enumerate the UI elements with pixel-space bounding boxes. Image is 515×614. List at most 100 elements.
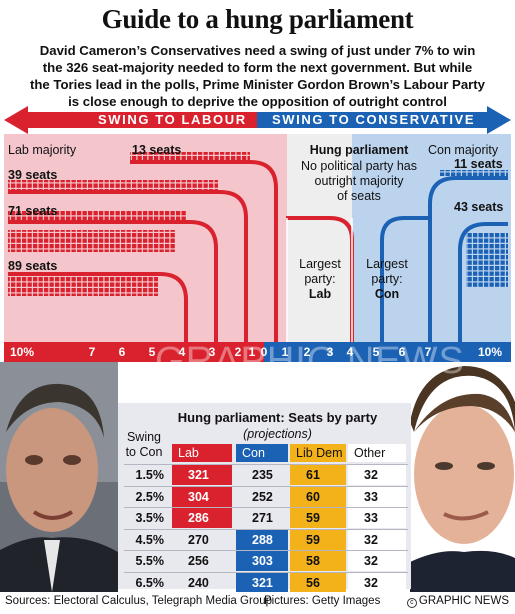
lab-majority-label: Lab majority bbox=[8, 143, 77, 157]
row-divider bbox=[124, 485, 408, 487]
table-cell: 33 bbox=[348, 486, 406, 507]
swing-header-line: Swing bbox=[126, 430, 162, 444]
con-seats-label: 43 seats bbox=[454, 200, 504, 214]
column-header: Lib Dem bbox=[290, 444, 346, 462]
row-divider bbox=[124, 464, 408, 465]
scale-tick: 2 bbox=[303, 345, 311, 359]
column-header: Other bbox=[348, 444, 406, 462]
table-cell: 256 bbox=[188, 554, 209, 568]
table-cell: 288 bbox=[236, 529, 288, 550]
arrow-left-icon bbox=[4, 106, 257, 134]
intro-line: David Cameron’s Conservatives need a swi… bbox=[39, 43, 476, 58]
intro-line: the 326 seat-majority needed to form the… bbox=[42, 60, 473, 75]
scale-tick: 10% bbox=[477, 345, 503, 359]
table-cell: 271 bbox=[252, 511, 273, 525]
swing-arrows: SWING TO LABOUR SWING TO CONSERVATIVE bbox=[0, 106, 515, 134]
largest-line: party: bbox=[304, 272, 336, 286]
lab-seats-label: 39 seats bbox=[8, 168, 58, 182]
scale-tick: 2 bbox=[234, 345, 242, 359]
copyright-icon: c bbox=[406, 598, 417, 608]
table-cell: 56 bbox=[290, 572, 346, 593]
hung-parliament-description: No political party has outright majority… bbox=[288, 159, 430, 204]
table-cell: 286 bbox=[172, 508, 232, 528]
row-swing-label: 6.5% bbox=[135, 575, 165, 590]
table-cell: 270 bbox=[188, 532, 209, 547]
hung-text-line: of seats bbox=[337, 189, 381, 203]
scale-tick: 6 bbox=[398, 345, 406, 359]
con-majority-label: Con majority bbox=[428, 143, 499, 157]
sources-text: Sources: Electoral Calculus, Telegraph M… bbox=[5, 595, 272, 607]
copyright-text: GRAPHIC NEWS bbox=[418, 595, 509, 607]
scale-tick: 7 bbox=[424, 345, 432, 359]
table-cell: 58 bbox=[290, 551, 346, 571]
table-cell: 32 bbox=[348, 465, 406, 485]
hung-text-line: No political party has bbox=[300, 159, 418, 173]
pictures-credit: Pictures: Getty Images bbox=[264, 595, 381, 607]
row-swing-label: 5.5% bbox=[135, 554, 165, 568]
swing-column-header: Swing to Con bbox=[120, 430, 168, 460]
largest-line: Largest bbox=[299, 257, 341, 271]
scale-tick: 3 bbox=[326, 345, 334, 359]
hung-parliament-title: Hung parliament bbox=[309, 143, 409, 157]
intro-text: David Cameron’s Conservatives need a swi… bbox=[6, 42, 509, 110]
page-title: Guide to a hung parliament bbox=[101, 4, 414, 34]
david-cameron-photo bbox=[400, 362, 515, 592]
largest-line: Largest bbox=[366, 257, 408, 271]
row-swing-label: 3.5% bbox=[135, 511, 165, 525]
column-header: Lab bbox=[172, 444, 232, 462]
largest-party-lab: Largest party: Lab bbox=[289, 257, 351, 302]
copyright: c GRAPHIC NEWS bbox=[406, 592, 509, 610]
row-swing-label: 4.5% bbox=[135, 532, 165, 547]
lab-seats-label: 13 seats bbox=[132, 143, 182, 157]
row-divider bbox=[124, 571, 408, 573]
arrow-right-icon bbox=[257, 106, 511, 134]
scale-tick: 3 bbox=[208, 345, 216, 359]
lab-seats-label: 71 seats bbox=[8, 204, 58, 218]
hung-text-line: outright majority bbox=[314, 174, 404, 188]
table-title: Hung parliament: Seats by party bbox=[177, 410, 378, 425]
row-divider bbox=[124, 507, 408, 508]
scale-labour-side bbox=[4, 342, 264, 362]
swing-scale: 10% 7 6 5 4 3 2 1 0 1 2 3 4 5 6 7 10% bbox=[4, 342, 511, 362]
intro-line: is close enough to deprive the oppositio… bbox=[68, 94, 447, 109]
table-cell: 321 bbox=[172, 465, 232, 485]
gordon-brown-photo bbox=[0, 362, 118, 592]
lab-seats-label: 89 seats bbox=[8, 259, 58, 273]
swing-to-labour-label: SWING TO LABOUR bbox=[98, 112, 247, 127]
table-cell: 304 bbox=[172, 486, 232, 507]
scale-tick: 6 bbox=[118, 345, 126, 359]
row-divider bbox=[124, 550, 408, 551]
table-cell: 60 bbox=[290, 486, 346, 507]
table-cell: 59 bbox=[290, 529, 346, 550]
table-cell: 32 bbox=[348, 572, 406, 593]
largest-party-name: Con bbox=[374, 287, 400, 301]
scale-tick: 0 bbox=[260, 345, 268, 359]
table-cell: 321 bbox=[236, 572, 288, 593]
con-seats-label: 11 seats bbox=[454, 157, 503, 171]
table-cell: 32 bbox=[348, 529, 406, 550]
largest-party-name: Lab bbox=[308, 287, 332, 301]
swing-to-conservative-label: SWING TO CONSERVATIVE bbox=[272, 112, 476, 127]
scale-tick: 7 bbox=[88, 345, 96, 359]
scale-tick: 4 bbox=[178, 345, 186, 359]
scale-tick: 10% bbox=[9, 345, 35, 359]
intro-line: the Tories lead in the polls, Prime Mini… bbox=[29, 77, 486, 92]
swing-header-line: to Con bbox=[125, 445, 163, 459]
table-cell: 59 bbox=[290, 508, 346, 528]
largest-line: party: bbox=[371, 272, 403, 286]
scale-tick: 5 bbox=[372, 345, 380, 359]
row-swing-label: 1.5% bbox=[135, 468, 165, 482]
con-largest-zone bbox=[352, 134, 430, 342]
scale-tick: 5 bbox=[148, 345, 156, 359]
footer: Sources: Electoral Calculus, Telegraph M… bbox=[0, 592, 515, 614]
column-header: Con bbox=[236, 444, 288, 462]
seat-blocks-graphic bbox=[8, 152, 508, 342]
scale-tick: 4 bbox=[346, 345, 354, 359]
table-subtitle: (projections) bbox=[243, 427, 312, 441]
table-cell: 32 bbox=[348, 551, 406, 571]
table-cell: 252 bbox=[252, 489, 273, 504]
table-cell: 303 bbox=[236, 551, 288, 571]
row-divider bbox=[124, 528, 408, 530]
row-swing-label: 2.5% bbox=[135, 489, 165, 504]
scale-conservative-side bbox=[264, 342, 511, 362]
